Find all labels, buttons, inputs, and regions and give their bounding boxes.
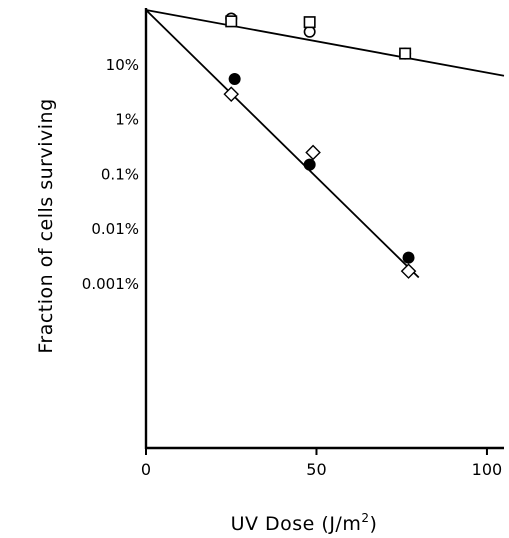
filled-circle-point [228,72,241,85]
x-tick-label: 100 [472,460,503,479]
fit-lines [145,9,505,279]
y-axis-title: Fraction of cells surviving [35,98,57,353]
data-points [223,12,417,279]
filled-circle-point [303,158,316,171]
axes [144,8,504,455]
x-axis-title-superscript: 2 [361,511,369,525]
x-tick-label: 50 [306,460,326,479]
open-diamond-point [305,144,321,161]
x-axis-title-close: ) [369,513,377,535]
open-diamond-point [223,86,240,102]
open-square-point [303,16,316,29]
y-tick-label: 0.001% [82,275,139,293]
tick-labels: 0 50 100 10% 1% 0.1% 0.01% 0.001% [82,56,502,479]
x-axis-title-main: UV Dose (J/m [231,513,362,535]
open-square-point [399,47,412,60]
x-axis-title: UV Dose (J/m2) [231,511,378,535]
y-tick-label: 1% [115,111,139,129]
open-square-point [225,15,238,28]
y-tick-label: 10% [106,56,139,74]
y-tick-label: 0.01% [91,220,139,238]
y-tick-label: 0.1% [101,165,139,183]
open-circle-point [303,25,316,38]
fit-line [145,9,420,279]
open-diamond-point [400,263,417,279]
fit-line [145,9,505,77]
filled-circle-point [402,251,415,264]
x-tick-label: 0 [141,460,151,479]
